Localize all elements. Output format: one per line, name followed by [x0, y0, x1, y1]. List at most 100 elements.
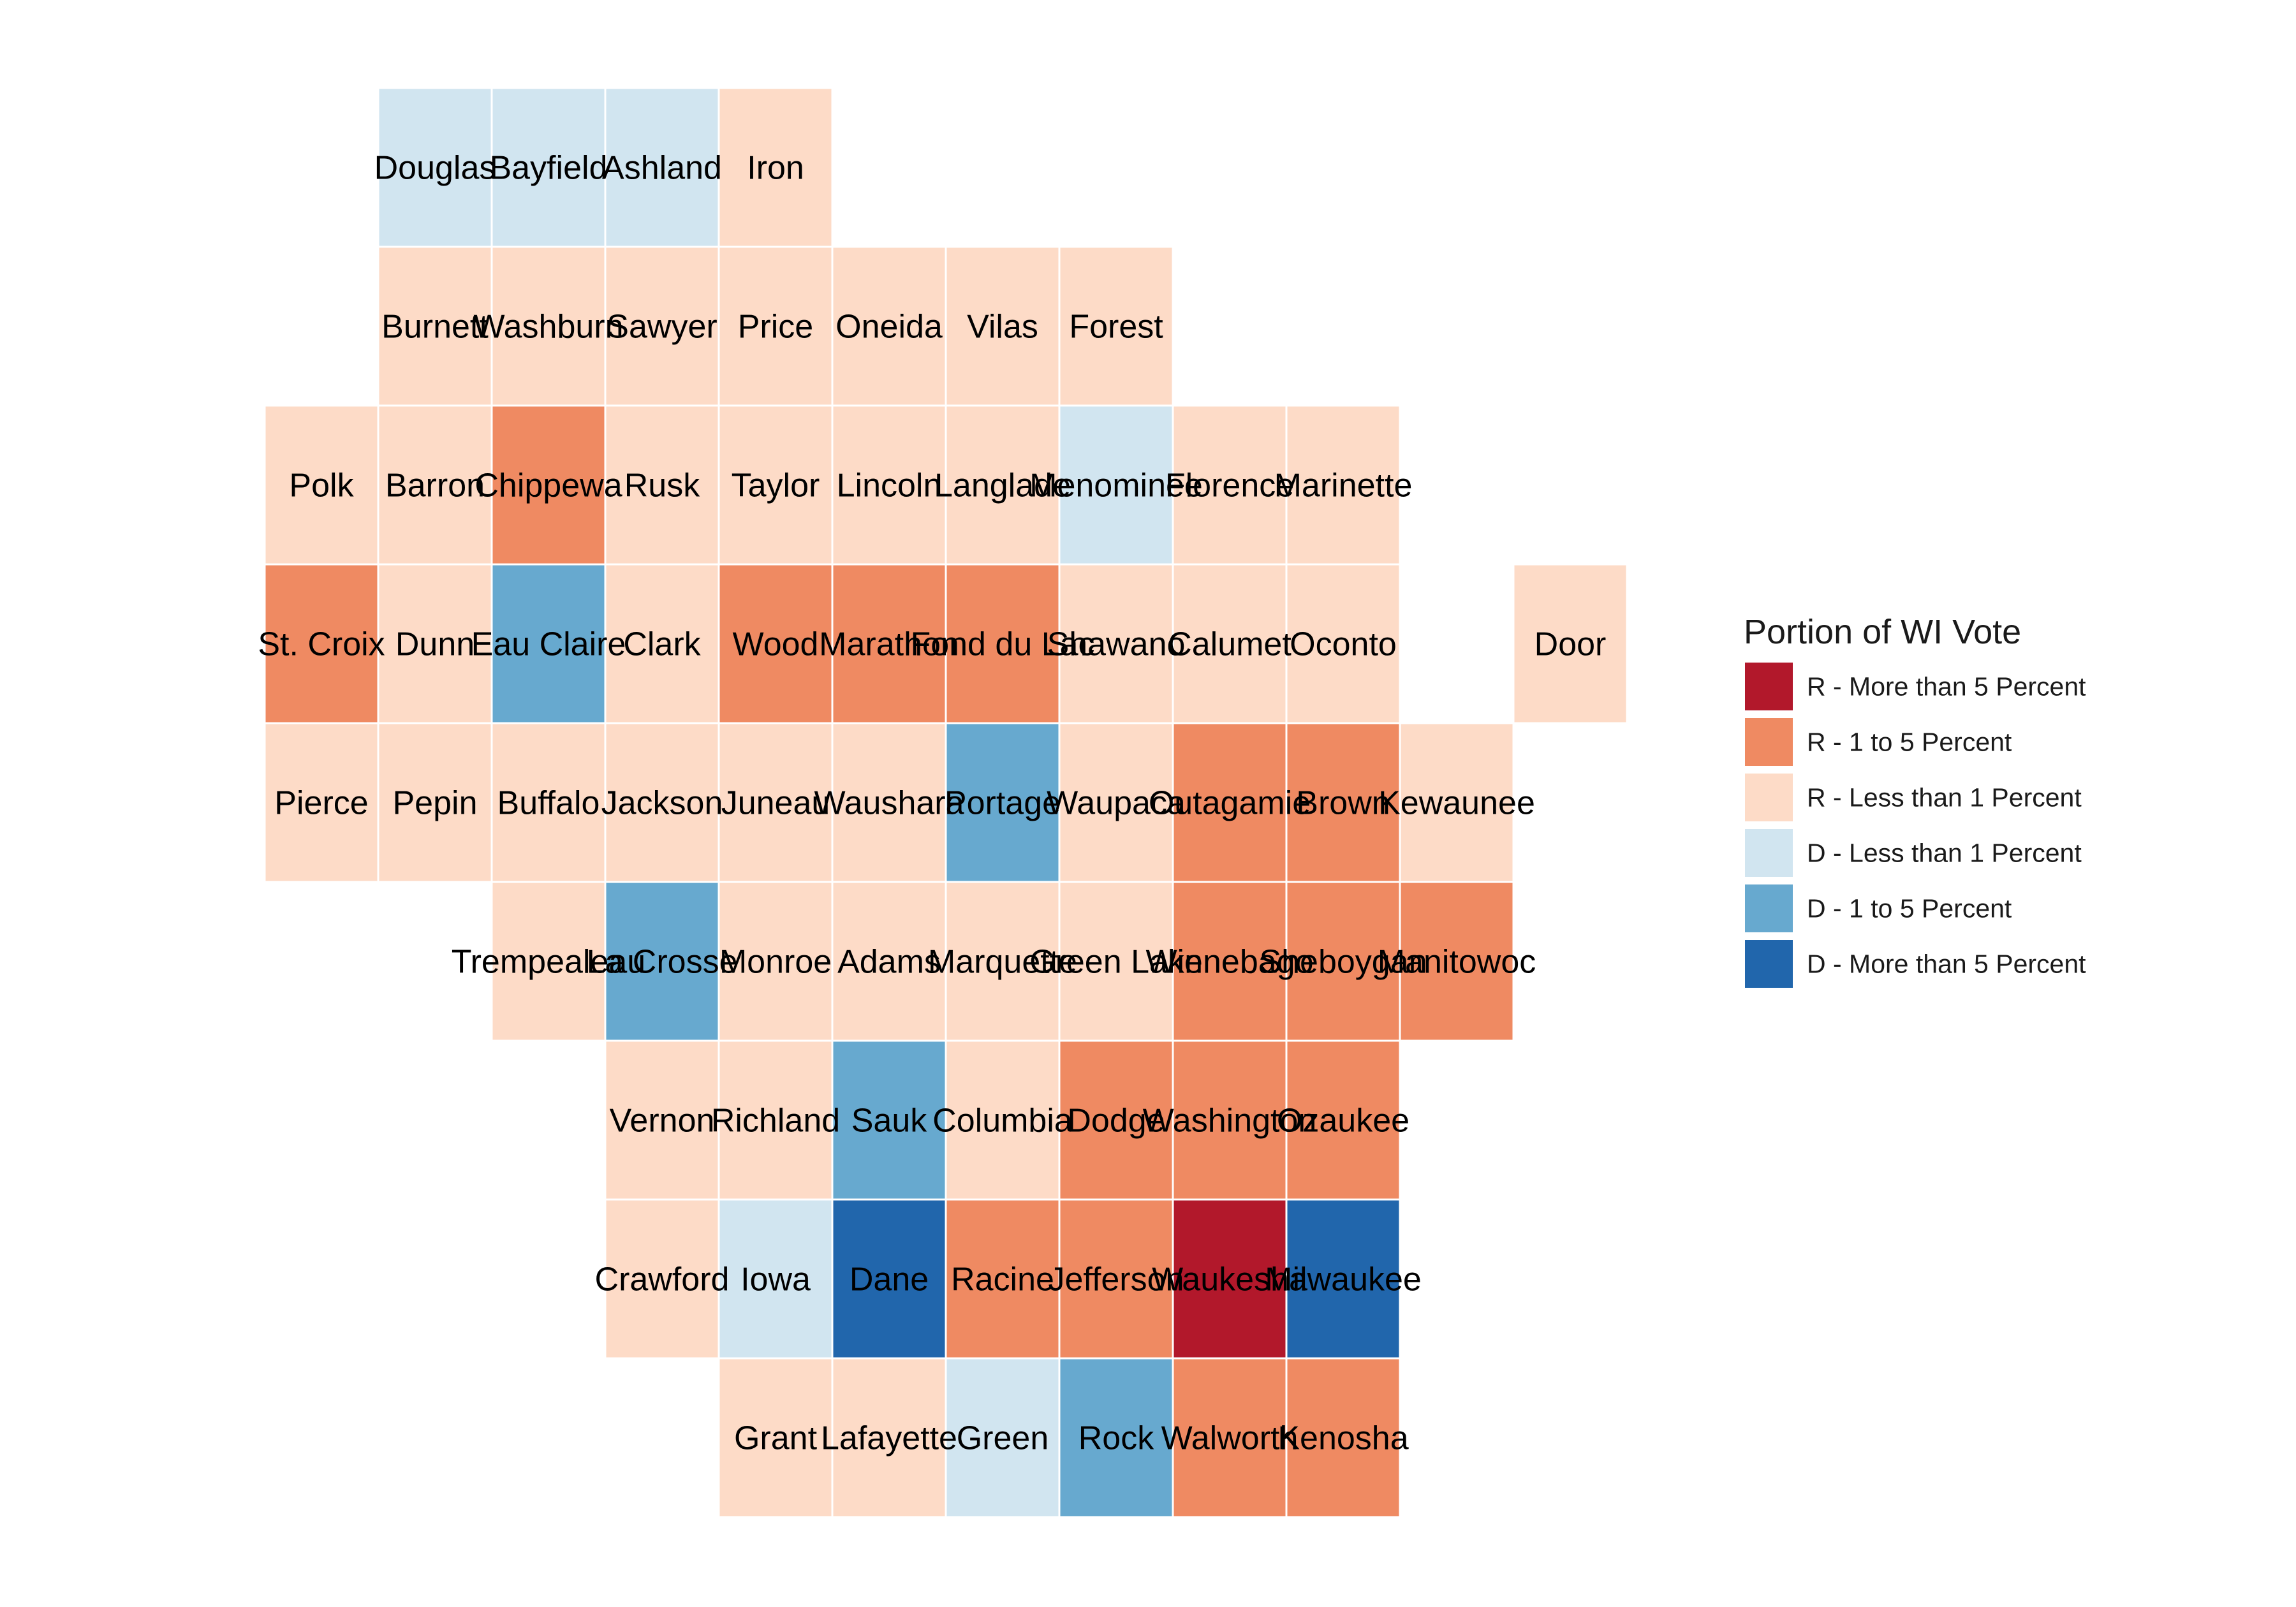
county-tile [1174, 1359, 1286, 1516]
county-tile [719, 1200, 832, 1358]
county-label: Oneida [835, 309, 943, 346]
legend-label: R - Less than 1 Percent [1807, 783, 2082, 812]
county-label: Shawano [1047, 626, 1186, 663]
county-tile [1174, 1041, 1286, 1199]
county-tile [1174, 1200, 1286, 1358]
legend-swatch [1745, 774, 1793, 821]
county-tile [1287, 1041, 1399, 1199]
county-tile [492, 406, 605, 564]
county-label: Kewaunee [1378, 785, 1535, 822]
county-tile [492, 89, 605, 246]
county-label: Taylor [732, 467, 820, 504]
county-tile [606, 724, 718, 881]
county-label: Price [738, 309, 813, 346]
legend-swatch [1745, 940, 1793, 988]
county-tile [1287, 1200, 1399, 1358]
county-label: Trempealeau [452, 944, 645, 981]
county-tile [1287, 565, 1399, 723]
county-label: La Crosse [587, 944, 738, 981]
county-label: Jackson [601, 785, 723, 822]
county-label: Adams [837, 944, 941, 981]
county-label: Green Lake [1029, 944, 1203, 981]
county-label: Vernon [610, 1103, 715, 1140]
legend-label: R - More than 5 Percent [1807, 672, 2086, 701]
county-tile [946, 1359, 1059, 1516]
legend-swatch [1745, 663, 1793, 710]
county-tile [719, 89, 832, 246]
county-label: Milwaukee [1265, 1261, 1422, 1298]
county-label: Ashland [602, 150, 722, 187]
county-label: Jefferson [1049, 1261, 1184, 1298]
county-tile [946, 883, 1059, 1040]
county-tile [606, 247, 718, 405]
county-label: Manitowoc [1378, 944, 1536, 981]
county-tile [1287, 1359, 1399, 1516]
county-tile [946, 1041, 1059, 1199]
county-tile [606, 89, 718, 246]
legend-items: R - More than 5 Percent R - 1 to 5 Percen… [1745, 663, 2086, 988]
county-tile [719, 883, 832, 1040]
county-label: Iron [747, 150, 804, 187]
county-label: Buffalo [497, 785, 600, 822]
county-label: Rock [1078, 1420, 1154, 1457]
county-label: Bayfield [490, 150, 608, 187]
county-label: Waukesha [1152, 1261, 1307, 1298]
county-tile [606, 1041, 718, 1199]
county-tile [1174, 406, 1286, 564]
county-label: Vilas [967, 309, 1038, 346]
county-label: Florence [1165, 467, 1294, 504]
legend-label: D - More than 5 Percent [1807, 950, 2086, 979]
county-tile [719, 1041, 832, 1199]
county-label: St. Croix [258, 626, 385, 663]
county-tile [1514, 565, 1626, 723]
legend-swatch [1745, 884, 1793, 932]
county-tile [492, 247, 605, 405]
county-label: Dane [850, 1261, 929, 1298]
county-label: Kenosha [1277, 1420, 1408, 1457]
county-label: Door [1534, 626, 1607, 663]
county-tile [606, 883, 718, 1040]
county-tile [946, 406, 1059, 564]
county-tile [1060, 883, 1172, 1040]
county-label: Burnett [381, 309, 489, 346]
county-label: Forest [1069, 309, 1163, 346]
county-label: Polk [289, 467, 354, 504]
county-label: Pepin [393, 785, 478, 822]
county-label: Washburn [473, 309, 623, 346]
county-tile [1401, 883, 1513, 1040]
county-tile [1060, 1041, 1172, 1199]
county-tile [1060, 406, 1172, 564]
county-label: Racine [951, 1261, 1054, 1298]
county-label: Dodge [1067, 1103, 1165, 1140]
county-tile [833, 406, 945, 564]
county-tiles [265, 89, 1626, 1516]
county-label: Crawford [595, 1261, 730, 1298]
county-tile [833, 1359, 945, 1516]
county-tile [379, 565, 491, 723]
county-tile [1060, 565, 1172, 723]
county-label: Winnebago [1145, 944, 1313, 981]
county-label: Grant [734, 1420, 818, 1457]
county-label: Langlade [934, 467, 1071, 504]
county-label: Chippewa [475, 467, 622, 504]
county-tile [719, 565, 832, 723]
county-tile [492, 565, 605, 723]
county-tile [492, 883, 605, 1040]
legend-title: Portion of WI Vote [1744, 613, 2021, 651]
county-label: Sawyer [607, 309, 717, 346]
county-label: Waushara [814, 785, 964, 822]
county-label: Washington [1143, 1103, 1317, 1140]
county-tile [379, 406, 491, 564]
county-label: Lafayette [821, 1420, 957, 1457]
county-label: Fond du Lac [910, 626, 1094, 663]
county-label: Rusk [624, 467, 700, 504]
county-tile [833, 565, 945, 723]
county-tile [719, 1359, 832, 1516]
county-tile [265, 406, 378, 564]
county-tile [833, 247, 945, 405]
county-tile [606, 1200, 718, 1358]
county-tile [1287, 406, 1399, 564]
county-label: Marinette [1274, 467, 1413, 504]
county-label: Douglas [374, 150, 496, 187]
